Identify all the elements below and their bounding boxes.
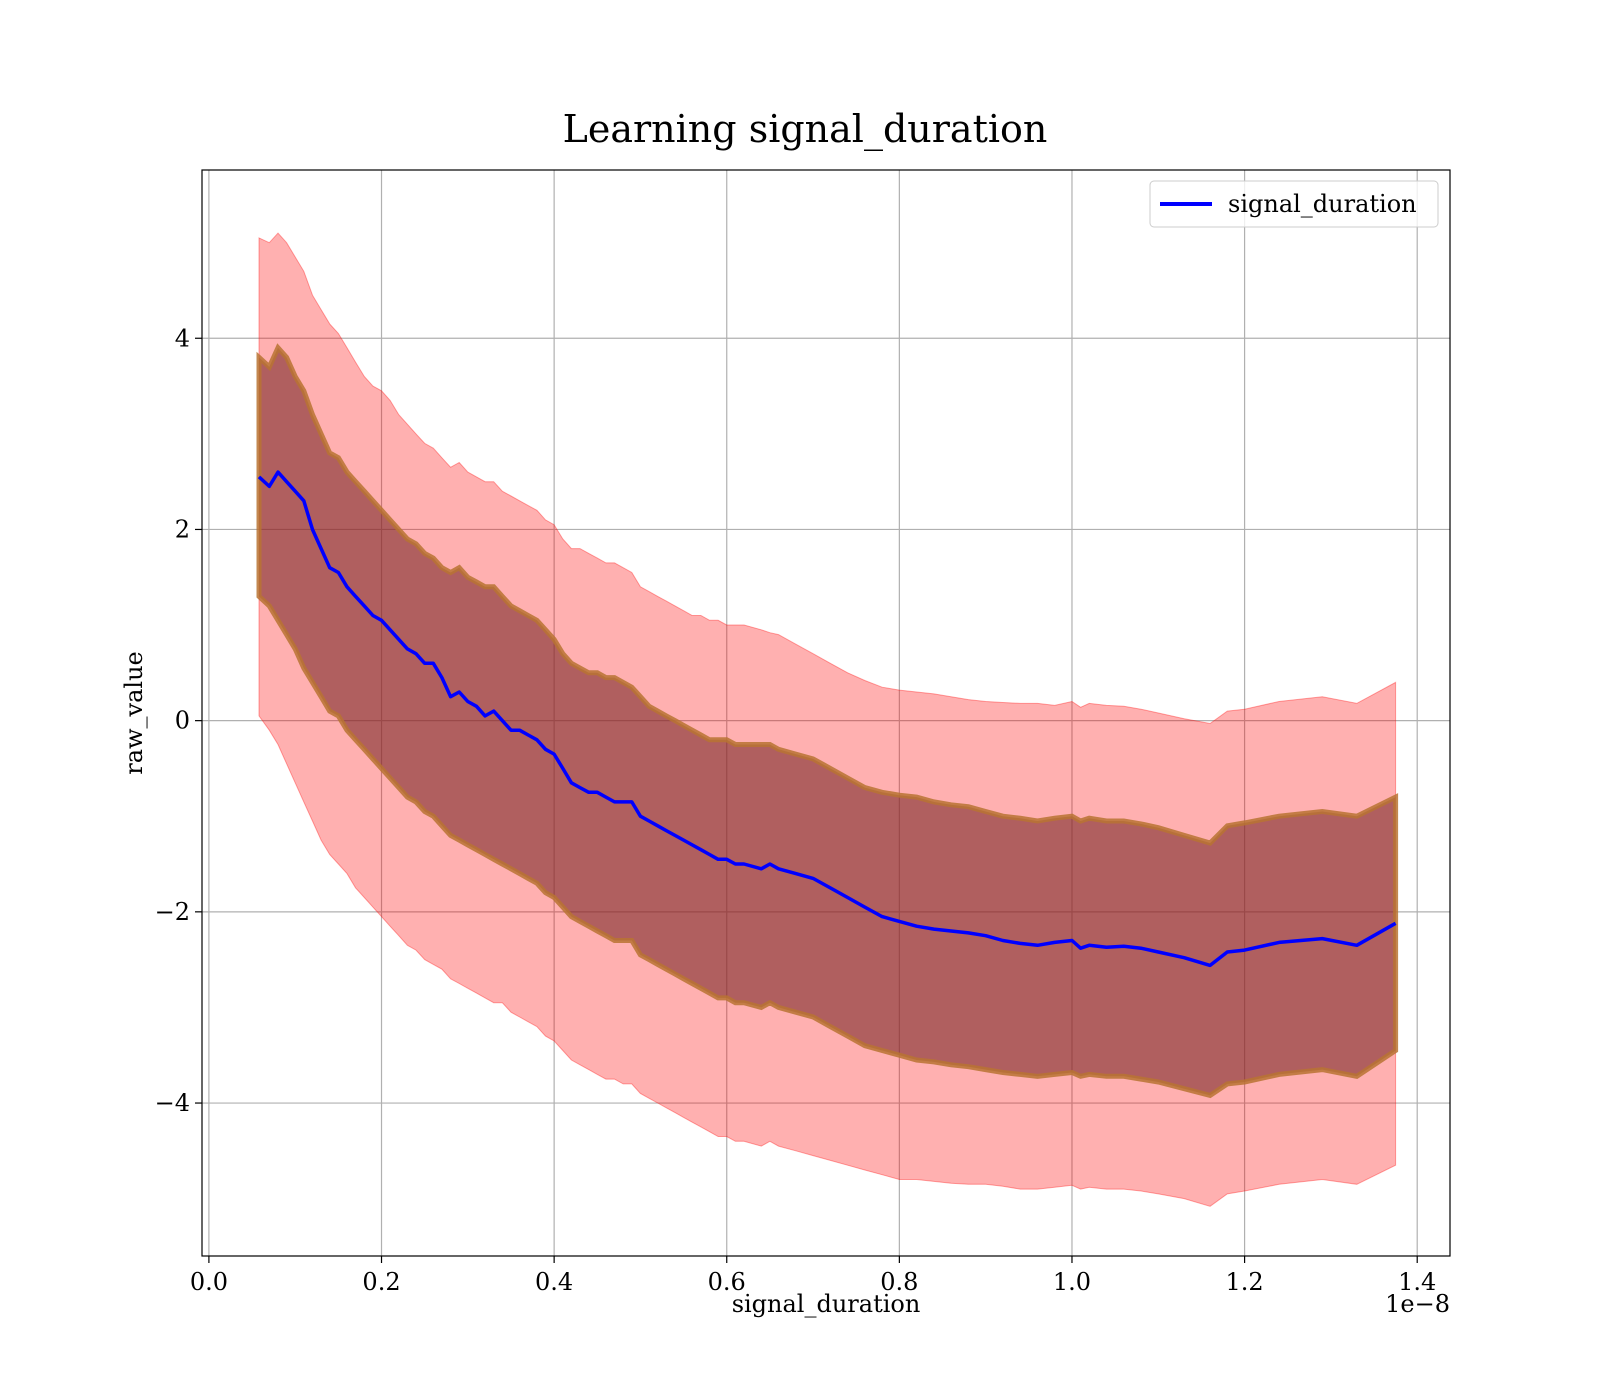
x-axis: 0.0 0.2 0.4 0.6 0.8 1.0 1.2 1.4 [190, 1256, 1436, 1296]
legend: signal_duration [1149, 180, 1439, 228]
x-tick-label: 0.4 [535, 1268, 573, 1296]
y-tick-label: 4 [175, 324, 190, 352]
x-tick-label: 0.2 [362, 1268, 400, 1296]
y-tick-label: 2 [175, 515, 190, 543]
x-tick-label: 0.0 [190, 1268, 228, 1296]
inner-confidence-band [256, 343, 1399, 1099]
legend-label: signal_duration [1228, 190, 1417, 218]
x-tick-label: 1.0 [1053, 1268, 1091, 1296]
y-axis: 4 2 0 −2 −4 [155, 324, 202, 1117]
x-tick-label: 0.8 [880, 1268, 918, 1296]
confidence-bands [256, 232, 1399, 1207]
x-axis-label: signal_duration [732, 1290, 921, 1318]
x-tick-label: 1.4 [1398, 1268, 1436, 1296]
y-tick-label: −2 [155, 898, 190, 926]
x-axis-offset-label: 1e−8 [1385, 1290, 1450, 1318]
plot-frame [201, 169, 1451, 1257]
legend-box [1149, 180, 1439, 228]
x-tick-label: 0.6 [708, 1268, 746, 1296]
series-line-signal-duration [257, 470, 1397, 968]
x-tick-label: 1.2 [1226, 1268, 1264, 1296]
y-axis-label: raw_value [120, 651, 148, 775]
chart-title: Learning signal_duration [563, 107, 1048, 152]
y-tick-label: −4 [155, 1089, 190, 1117]
y-tick-label: 0 [175, 707, 190, 735]
